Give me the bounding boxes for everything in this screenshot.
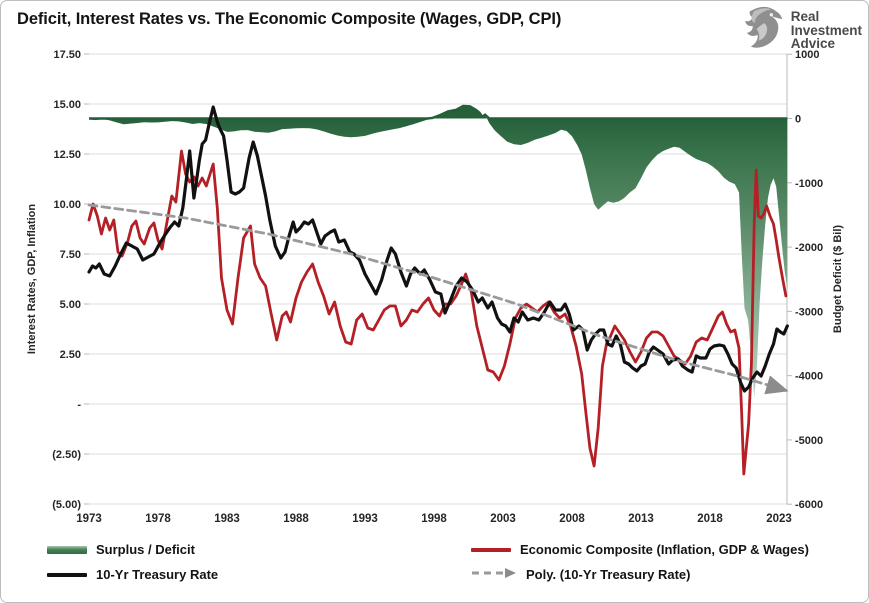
- brand-line-2: Investment: [790, 22, 862, 38]
- economic-composite-line: [87, 149, 788, 476]
- right-axis-tick-label: -3000: [795, 306, 823, 318]
- left-axis-tick-label: 7.50: [60, 249, 81, 261]
- legend-item-surplus-deficit: Surplus / Deficit: [47, 542, 471, 557]
- left-axis-tick-label: 2.50: [60, 349, 81, 361]
- treasury-rate-swatch-icon: [47, 572, 87, 577]
- left-axis-tick-label: (2.50): [52, 449, 81, 461]
- left-axis-title: Interest Rates, GDP, Inflation: [26, 204, 38, 354]
- left-axis-tick-label: 15.00: [53, 99, 81, 111]
- eagle-logo-icon: [741, 5, 788, 56]
- legend-label: Economic Composite (Inflation, GDP & Wag…: [520, 542, 809, 557]
- x-axis-tick-label: 1998: [421, 513, 447, 525]
- x-axis-tick-label: 2003: [490, 513, 516, 525]
- legend-label: Poly. (10-Yr Treasury Rate): [526, 567, 691, 582]
- legend-item-economic-composite: Economic Composite (Inflation, GDP & Wag…: [471, 542, 847, 557]
- x-axis-tick-label: 1993: [352, 513, 378, 525]
- economic-composite-swatch-icon: [471, 547, 511, 552]
- left-axis-tick-label: 17.50: [53, 49, 81, 61]
- left-axis-tick-label: 12.50: [53, 149, 81, 161]
- x-axis-tick-label: 1973: [76, 513, 102, 525]
- x-axis-tick-label: 2023: [766, 513, 792, 525]
- legend-item-treasury-rate: 10-Yr Treasury Rate: [47, 567, 471, 582]
- right-axis-tick-label: -4000: [795, 371, 823, 383]
- left-axis-tick-label: -: [77, 399, 81, 411]
- poly-trend-line: [87, 203, 789, 395]
- chart-legend: Surplus / Deficit Economic Composite (In…: [47, 542, 847, 582]
- left-axis-tick-label: 10.00: [53, 199, 81, 211]
- legend-label: Surplus / Deficit: [96, 542, 195, 557]
- left-axis-tick-label: (5.00): [52, 499, 81, 511]
- right-axis-tick-label: 0: [795, 114, 801, 126]
- chart-title: Deficit, Interest Rates vs. The Economic…: [17, 10, 562, 28]
- brand-logo: Real Investment Advice: [741, 5, 862, 56]
- legend-item-poly-trend: Poly. (10-Yr Treasury Rate): [471, 567, 847, 582]
- x-axis-tick-label: 1988: [283, 513, 309, 525]
- brand-name: Real Investment Advice: [791, 10, 862, 51]
- poly-trend-swatch-icon: [471, 567, 517, 582]
- deficit-zero-edge: [89, 104, 788, 120]
- right-axis-title: Budget Deficit ($ Bil): [832, 225, 844, 334]
- right-axis-tick-label: 1000: [795, 49, 819, 61]
- surplus-deficit-area: [89, 106, 788, 399]
- legend-label: 10-Yr Treasury Rate: [96, 567, 219, 582]
- right-axis-tick-label: -1000: [795, 178, 823, 190]
- right-axis-tick-label: -2000: [795, 242, 823, 254]
- surplus-deficit-swatch-icon: [47, 545, 87, 554]
- x-axis-tick-label: 2013: [628, 513, 654, 525]
- x-axis-tick-label: 2008: [559, 513, 585, 525]
- right-axis-tick-label: -5000: [795, 435, 823, 447]
- brand-line-1: Real: [790, 9, 820, 24]
- x-axis-tick-label: 1978: [145, 513, 171, 525]
- plot-area: 17.50 15.00 12.50 10.00 7.50 5.00 2.50 - (2.50) (…: [26, 49, 844, 525]
- right-axis-tick-label: -6000: [795, 499, 823, 511]
- x-axis-tick-label: 2018: [697, 513, 723, 525]
- left-axis-tick-label: 5.00: [60, 299, 81, 311]
- brand-line-3: Advice: [790, 36, 835, 51]
- x-axis-tick-label: 1983: [214, 513, 240, 525]
